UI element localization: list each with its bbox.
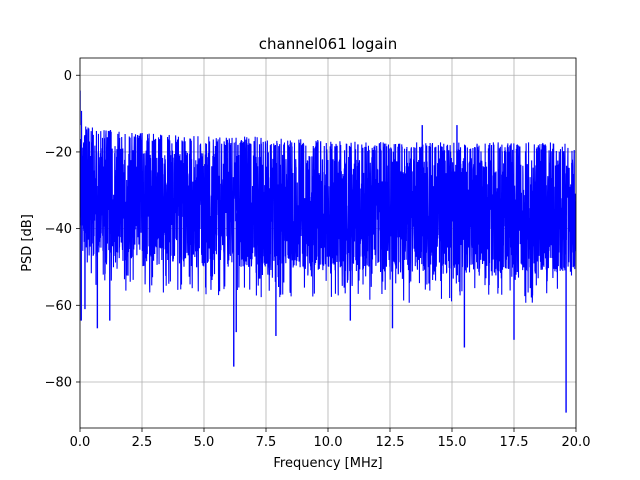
y-tick-label: −40 bbox=[45, 222, 72, 237]
y-tick-label: 0 bbox=[64, 69, 72, 84]
x-tick-label: 15.0 bbox=[438, 435, 467, 450]
x-tick-label: 5.0 bbox=[194, 435, 215, 450]
y-axis: 0 −20 −40 −60 −80 bbox=[45, 69, 80, 390]
x-tick-label: 2.5 bbox=[132, 435, 153, 450]
x-tick-label: 17.5 bbox=[500, 435, 529, 450]
y-axis-label: PSD [dB] bbox=[20, 214, 35, 272]
x-tick-label: 10.0 bbox=[314, 435, 343, 450]
y-tick-label: −20 bbox=[45, 145, 72, 160]
psd-trace bbox=[80, 110, 576, 303]
x-tick-label: 7.5 bbox=[256, 435, 277, 450]
x-tick-label: 12.5 bbox=[376, 435, 405, 450]
x-axis: 0.0 2.5 5.0 7.5 10.0 12.5 15.0 17.5 20.0 bbox=[70, 428, 591, 450]
chart-title: channel061 logain bbox=[259, 35, 398, 53]
x-tick-label: 20.0 bbox=[562, 435, 591, 450]
y-tick-label: −80 bbox=[45, 375, 72, 390]
series-layer bbox=[80, 90, 576, 413]
y-tick-label: −60 bbox=[45, 299, 72, 314]
x-tick-label: 0.0 bbox=[70, 435, 91, 450]
x-axis-label: Frequency [MHz] bbox=[273, 456, 382, 471]
